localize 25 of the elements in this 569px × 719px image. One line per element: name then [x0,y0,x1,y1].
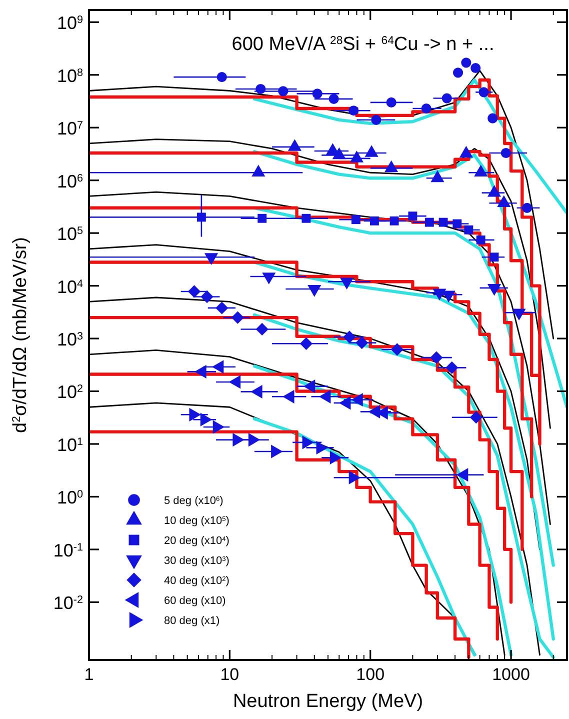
y-tick-label: 10$^{1}$ [56,434,83,455]
y-tick-label: 10$^{4}$ [56,276,83,297]
y-tick-label: 10$^{6}$ [56,171,83,192]
y-tick-label: 10$^{2}$ [56,382,83,402]
x-tick-label: 10 [220,665,240,684]
legend-label: 30 deg (x10$^{3}$) [164,555,230,567]
text: 600 MeV/A $^{28}$Si + $^{64}$Cu -> n + ... [232,34,494,55]
y-tick-label: 10$^{8}$ [56,66,83,86]
x-tick-label: 100 [356,665,385,684]
legend-label: 5 deg (x10$^{6}$) [164,495,224,507]
x-tick-label: 1 [84,665,94,684]
y-tick-label: 10$^{-1}$ [53,540,83,560]
legend-label: 60 deg (x10) [164,595,226,607]
y-tick-label: 10$^{9}$ [56,13,83,34]
legend-label: 40 deg (x10$^{2}$) [164,575,230,587]
legend-label: 10 deg (x10$^{5}$) [164,515,230,527]
y-tick-label: 10$^{-2}$ [53,593,83,614]
x-tick-label: 1000 [492,665,530,684]
y-tick-label: 10$^{0}$ [56,488,83,508]
y-tick-label: 10$^{7}$ [56,118,83,139]
y-tick-label: 10$^{5}$ [56,224,83,244]
x-axis-title: Neutron Energy (MeV) [232,691,424,712]
legend-label: 20 deg (x10$^{4}$) [164,535,230,547]
y-tick-label: 10$^{3}$ [56,330,83,350]
legend-label: 80 deg (x1) [164,615,220,627]
